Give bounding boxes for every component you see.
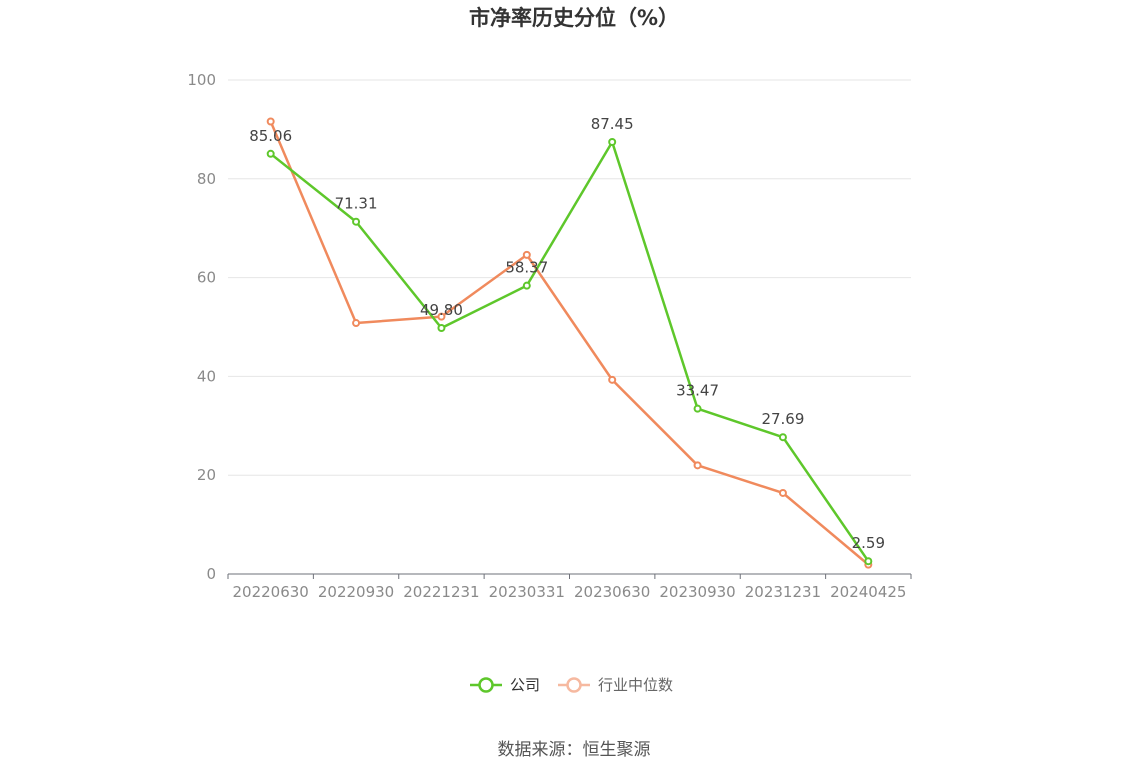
data-labels: 85.06 71.31 49.80 58.37 87.45 33.47 27.69 2.59 [249, 115, 885, 552]
data-point[interactable] [437, 323, 446, 332]
series-layer [266, 117, 873, 569]
data-point[interactable] [608, 137, 617, 146]
x-tick-label: 20220930 [318, 583, 394, 601]
data-label: 71.31 [335, 195, 378, 213]
legend-item-1[interactable]: 行业中位数 [558, 676, 673, 694]
data-point[interactable] [778, 488, 787, 497]
data-label: 2.59 [852, 534, 885, 552]
x-tick-label: 20220630 [233, 583, 309, 601]
data-label: 87.45 [591, 115, 634, 133]
data-point[interactable] [608, 375, 617, 384]
legend-label: 公司 [510, 676, 540, 694]
y-tick-label: 80 [197, 170, 216, 188]
data-label: 27.69 [761, 410, 804, 428]
data-point[interactable] [522, 250, 531, 259]
series-line [269, 140, 870, 562]
series-1 [266, 117, 873, 569]
legend-item-0[interactable]: 公司 [470, 676, 540, 694]
data-point[interactable] [693, 404, 702, 413]
data-point[interactable] [437, 312, 446, 321]
x-tick-label: 20230630 [574, 583, 650, 601]
y-tick-label: 20 [197, 466, 216, 484]
chart-title: 市净率历史分位（%） [469, 6, 679, 30]
data-point[interactable] [693, 461, 702, 470]
data-label: 33.47 [676, 382, 719, 400]
data-label: 85.06 [249, 127, 292, 145]
legend[interactable]: 公司 行业中位数 [470, 676, 673, 694]
data-point[interactable] [522, 281, 531, 290]
y-tick-label: 40 [197, 367, 216, 385]
grid [228, 79, 911, 476]
y-tick-label: 0 [206, 565, 216, 583]
data-point[interactable] [864, 557, 873, 566]
source-note: 数据来源：恒生聚源 [498, 740, 651, 760]
data-point[interactable] [778, 433, 787, 442]
legend-label: 行业中位数 [598, 676, 673, 694]
legend-marker-icon [566, 677, 582, 693]
y-tick-label: 100 [187, 71, 216, 89]
x-tick-label: 20221231 [403, 583, 479, 601]
y-axis: 0 20 40 60 80 100 [187, 71, 216, 583]
data-label: 49.80 [420, 301, 463, 319]
x-tick-label: 20240425 [830, 583, 906, 601]
x-axis: 20220630 20220930 20221231 20230331 20230630… [227, 573, 912, 601]
data-label: 58.37 [505, 259, 548, 277]
x-tick-label: 20230331 [489, 583, 565, 601]
y-tick-label: 60 [197, 269, 216, 287]
data-point[interactable] [352, 319, 361, 328]
data-point[interactable] [266, 149, 275, 158]
x-tick-label: 20230930 [659, 583, 735, 601]
series-0 [266, 137, 873, 566]
data-point[interactable] [352, 217, 361, 226]
legend-marker-icon [478, 677, 494, 693]
x-tick-label: 20231231 [745, 583, 821, 601]
data-point[interactable] [266, 117, 275, 126]
series-line [269, 121, 870, 566]
